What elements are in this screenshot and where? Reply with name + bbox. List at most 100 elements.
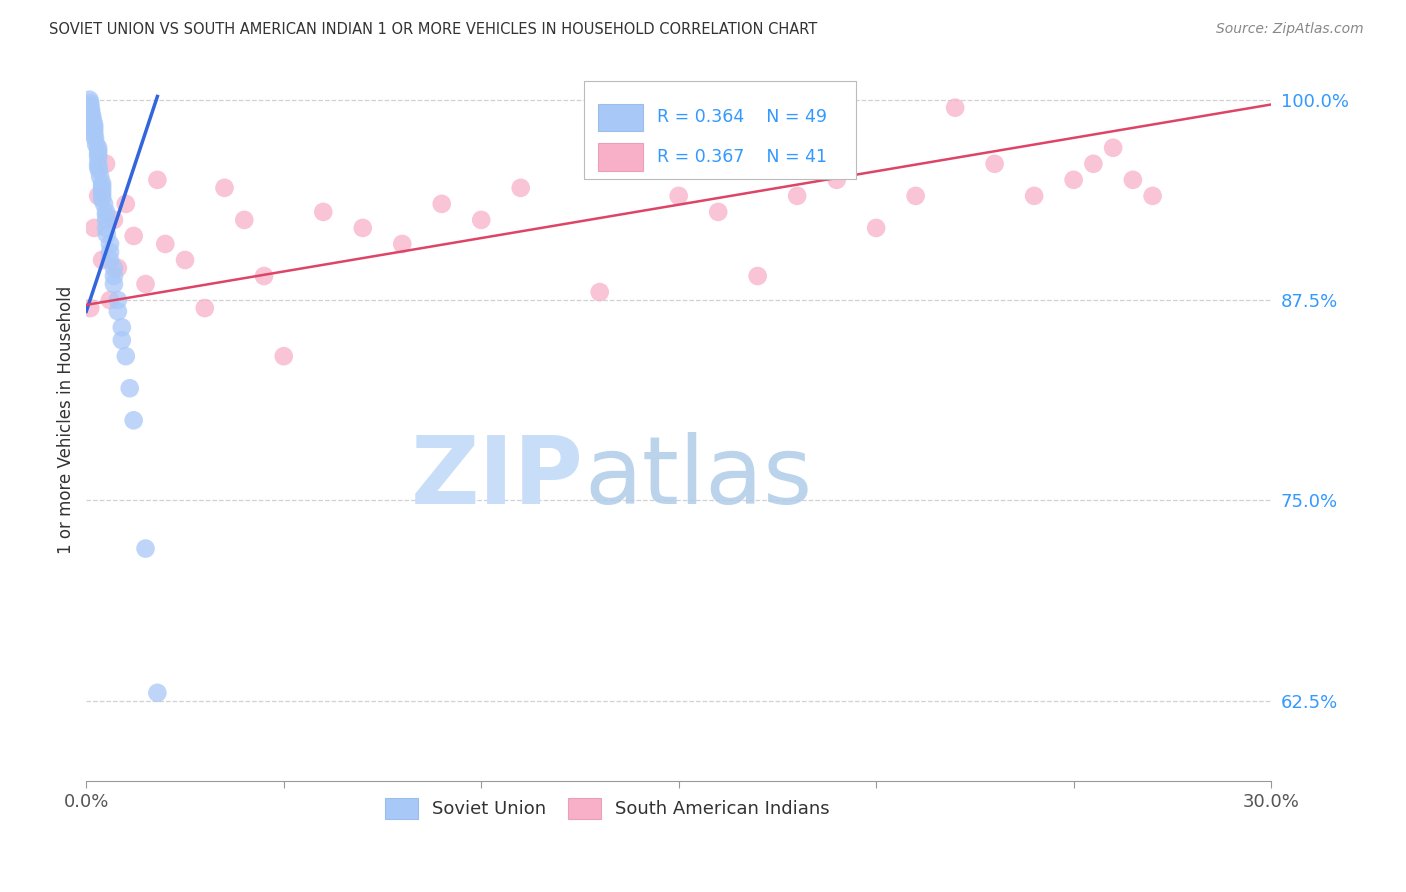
Text: R = 0.364    N = 49: R = 0.364 N = 49 bbox=[658, 108, 827, 127]
Point bbox=[87, 141, 110, 155]
Point bbox=[1083, 157, 1105, 171]
Point bbox=[93, 197, 115, 211]
Point bbox=[87, 147, 110, 161]
Point bbox=[786, 189, 808, 203]
Point bbox=[470, 213, 492, 227]
Point bbox=[155, 236, 177, 251]
Point bbox=[668, 189, 690, 203]
Point bbox=[135, 277, 157, 291]
Point bbox=[122, 229, 145, 244]
Point bbox=[103, 277, 125, 291]
Point bbox=[1102, 141, 1125, 155]
Point bbox=[1142, 189, 1164, 203]
Point bbox=[87, 144, 110, 158]
Point bbox=[146, 173, 169, 187]
Point bbox=[825, 173, 848, 187]
Point bbox=[89, 169, 111, 184]
Point bbox=[84, 131, 107, 145]
Point bbox=[98, 244, 121, 259]
Point bbox=[87, 163, 110, 178]
Point bbox=[87, 150, 110, 164]
Point bbox=[96, 227, 118, 242]
Point bbox=[91, 189, 114, 203]
Point bbox=[82, 109, 104, 123]
Point bbox=[983, 157, 1005, 171]
Point bbox=[91, 192, 114, 206]
Point bbox=[79, 99, 101, 113]
Point bbox=[94, 205, 117, 219]
Point bbox=[91, 252, 114, 267]
Point bbox=[253, 268, 276, 283]
Point bbox=[94, 208, 117, 222]
Point bbox=[91, 176, 114, 190]
Point bbox=[98, 252, 121, 267]
Point bbox=[1063, 173, 1085, 187]
Bar bbox=[598, 144, 643, 170]
Point bbox=[103, 268, 125, 283]
Point bbox=[747, 268, 769, 283]
Point bbox=[91, 186, 114, 200]
Point bbox=[707, 205, 730, 219]
Point bbox=[94, 221, 117, 235]
Point bbox=[174, 252, 197, 267]
Point bbox=[312, 205, 335, 219]
Point bbox=[214, 181, 236, 195]
Point bbox=[1024, 189, 1046, 203]
Point bbox=[107, 293, 129, 307]
Point bbox=[107, 304, 129, 318]
Point bbox=[391, 236, 413, 251]
Point bbox=[80, 105, 103, 120]
Point bbox=[87, 189, 110, 203]
Point bbox=[111, 320, 134, 334]
Text: ZIP: ZIP bbox=[411, 432, 583, 524]
Point bbox=[98, 293, 121, 307]
Point bbox=[94, 157, 117, 171]
Point bbox=[98, 236, 121, 251]
Point bbox=[83, 121, 105, 136]
Point bbox=[865, 221, 887, 235]
Point bbox=[82, 115, 104, 129]
Point bbox=[111, 333, 134, 347]
Point bbox=[79, 93, 101, 107]
Point bbox=[114, 349, 136, 363]
Point bbox=[118, 381, 141, 395]
Point bbox=[103, 260, 125, 275]
Point bbox=[94, 213, 117, 227]
Bar bbox=[598, 103, 643, 131]
Point bbox=[103, 213, 125, 227]
Point bbox=[233, 213, 256, 227]
Point bbox=[84, 137, 107, 152]
FancyBboxPatch shape bbox=[583, 81, 856, 178]
Point bbox=[83, 128, 105, 142]
Point bbox=[80, 103, 103, 117]
Point bbox=[122, 413, 145, 427]
Point bbox=[114, 197, 136, 211]
Point bbox=[135, 541, 157, 556]
Y-axis label: 1 or more Vehicles in Household: 1 or more Vehicles in Household bbox=[58, 286, 75, 555]
Point bbox=[1122, 173, 1144, 187]
Point bbox=[91, 182, 114, 196]
Point bbox=[273, 349, 295, 363]
Point bbox=[87, 160, 110, 174]
Point bbox=[943, 101, 966, 115]
Legend: Soviet Union, South American Indians: Soviet Union, South American Indians bbox=[378, 791, 837, 826]
Point bbox=[146, 686, 169, 700]
Point bbox=[904, 189, 927, 203]
Point bbox=[83, 125, 105, 139]
Point bbox=[194, 301, 217, 315]
Point bbox=[79, 95, 101, 110]
Text: SOVIET UNION VS SOUTH AMERICAN INDIAN 1 OR MORE VEHICLES IN HOUSEHOLD CORRELATIO: SOVIET UNION VS SOUTH AMERICAN INDIAN 1 … bbox=[49, 22, 817, 37]
Point bbox=[352, 221, 374, 235]
Point bbox=[83, 119, 105, 133]
Text: R = 0.367    N = 41: R = 0.367 N = 41 bbox=[658, 148, 827, 166]
Point bbox=[430, 197, 453, 211]
Point bbox=[79, 301, 101, 315]
Point bbox=[82, 112, 104, 126]
Text: Source: ZipAtlas.com: Source: ZipAtlas.com bbox=[1216, 22, 1364, 37]
Point bbox=[83, 221, 105, 235]
Point bbox=[589, 285, 612, 299]
Point bbox=[509, 181, 531, 195]
Point bbox=[91, 179, 114, 194]
Point bbox=[107, 260, 129, 275]
Text: atlas: atlas bbox=[583, 432, 813, 524]
